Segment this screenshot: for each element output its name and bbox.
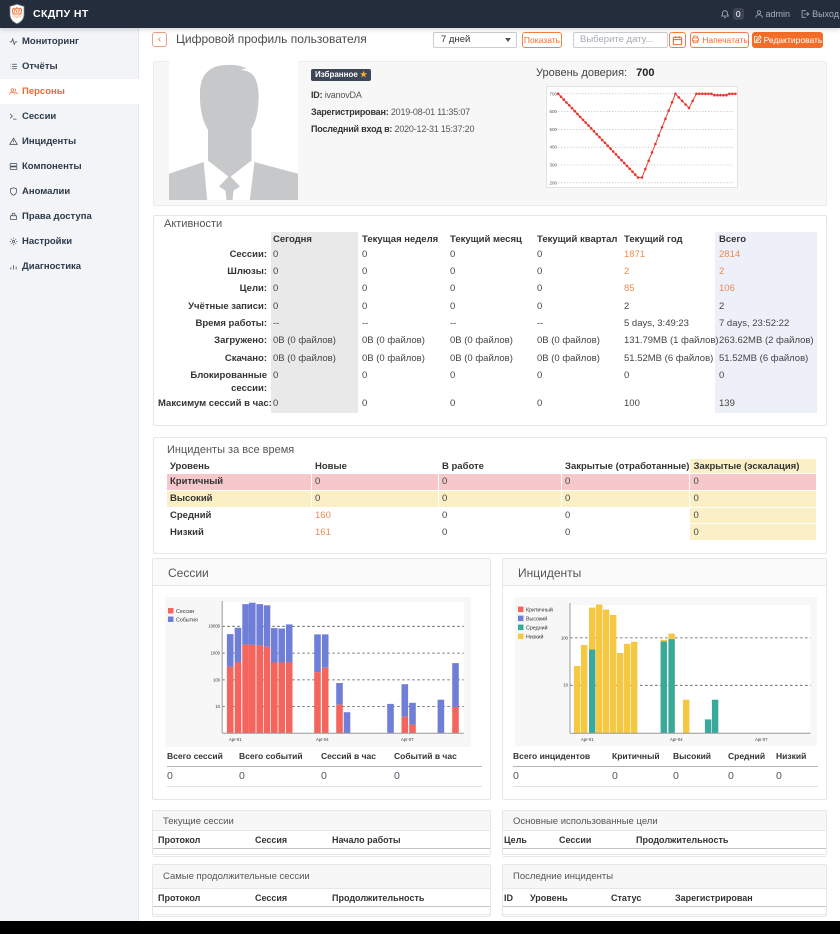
svg-text:10: 10 (563, 683, 568, 688)
svg-text:10: 10 (215, 704, 220, 709)
svg-text:200: 200 (549, 180, 557, 185)
svg-text:ПУ: ПУ (14, 9, 20, 14)
svg-text:10000: 10000 (208, 624, 220, 629)
svg-text:1000: 1000 (211, 651, 221, 656)
svg-text:Высокий: Высокий (526, 616, 547, 623)
svg-text:СКДПУ: СКДПУ (13, 15, 22, 19)
svg-text:Apr-01: Apr-01 (229, 737, 242, 742)
svg-text:Критичный: Критичный (526, 607, 553, 614)
svg-text:Низкий: Низкий (526, 634, 543, 641)
svg-text:400: 400 (549, 145, 557, 150)
svg-text:100: 100 (213, 677, 221, 682)
svg-text:События: События (176, 618, 198, 624)
svg-text:Сессии: Сессии (176, 609, 194, 615)
svg-text:Apr-04: Apr-04 (670, 737, 683, 742)
svg-text:Apr-07: Apr-07 (401, 737, 414, 742)
svg-text:Средний: Средний (526, 625, 548, 632)
svg-text:500: 500 (549, 127, 557, 132)
svg-text:300: 300 (549, 163, 557, 168)
svg-text:Apr-04: Apr-04 (316, 737, 329, 742)
svg-text:100: 100 (561, 635, 569, 640)
svg-text:Apr-07: Apr-07 (755, 737, 768, 742)
svg-text:600: 600 (549, 109, 557, 114)
svg-text:700: 700 (549, 91, 557, 96)
svg-text:Apr-01: Apr-01 (581, 737, 594, 742)
